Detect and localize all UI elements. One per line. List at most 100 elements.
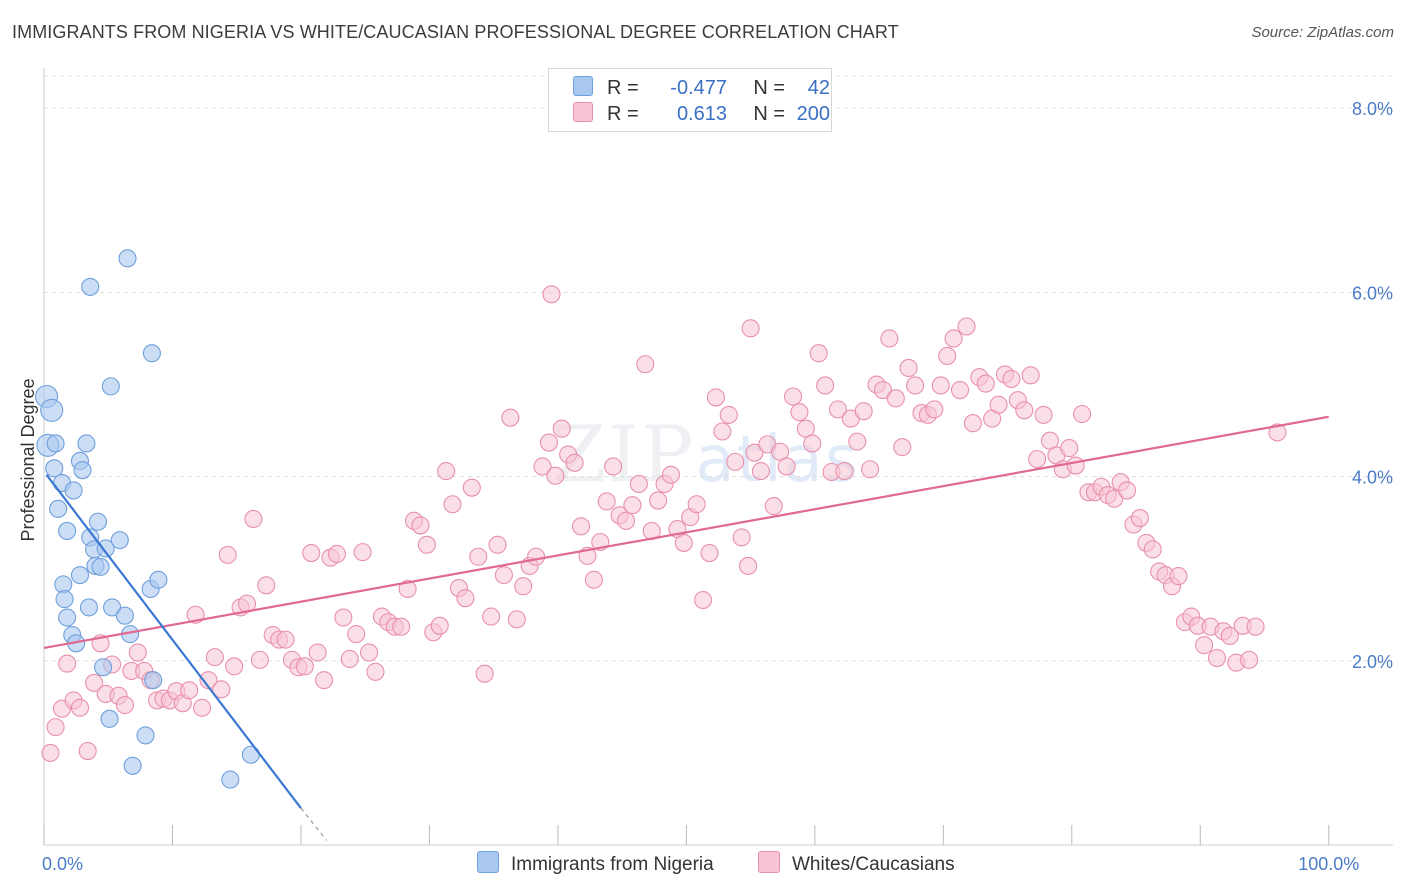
data-point-whites — [694, 590, 713, 610]
data-point-whites — [302, 544, 321, 563]
data-point-whites — [462, 478, 481, 497]
legend-r-value: 0.613 — [676, 103, 727, 125]
data-point-whites — [276, 630, 295, 649]
data-point-whites — [334, 608, 353, 627]
y-axis-label: Professional Degree — [18, 378, 38, 541]
data-point-whites — [571, 517, 591, 536]
legend-swatch-nigeria — [573, 76, 593, 96]
data-point-whites — [1105, 489, 1124, 508]
data-point-whites — [629, 474, 648, 494]
data-point-whites — [1240, 650, 1259, 669]
data-point-whites — [783, 387, 803, 406]
data-point-whites — [1034, 405, 1053, 424]
data-point-whites — [257, 576, 276, 595]
legend-item-nigeria: Immigrants from Nigeria — [477, 851, 714, 877]
data-point-whites — [353, 543, 372, 562]
data-point-whites — [861, 460, 880, 479]
data-point-whites — [295, 657, 314, 676]
data-point-whites — [713, 422, 732, 441]
data-point-whites — [250, 650, 269, 669]
data-point-whites — [661, 465, 681, 484]
data-point-whites — [565, 453, 584, 472]
data-point-whites — [327, 544, 346, 564]
data-point-whites — [1015, 401, 1034, 420]
data-point-nigeria — [118, 249, 137, 268]
data-point-nigeria — [94, 658, 113, 677]
data-point-whites — [1002, 369, 1021, 389]
legend-n-label: N = — [753, 77, 785, 99]
data-point-whites — [854, 402, 873, 421]
data-point-whites — [527, 547, 546, 566]
data-point-nigeria — [58, 608, 77, 627]
grid-lines — [44, 75, 1393, 662]
data-point-whites — [218, 545, 237, 564]
data-point-whites — [584, 570, 603, 589]
data-point-nigeria — [100, 709, 119, 728]
data-point-whites — [482, 607, 501, 626]
data-point-whites — [1169, 567, 1188, 586]
legend-row-nigeria: R = -0.477 N = 42 — [573, 76, 830, 102]
data-point-whites — [1130, 509, 1149, 528]
data-point-nigeria — [79, 598, 99, 617]
data-point-nigeria — [58, 521, 77, 541]
data-point-whites — [366, 662, 385, 681]
y-tick-label: 2.0% — [1352, 652, 1393, 672]
data-point-whites — [417, 535, 436, 554]
data-point-whites — [886, 389, 905, 408]
data-point-nigeria — [221, 770, 240, 789]
data-point-whites — [938, 346, 957, 366]
data-point-whites — [192, 698, 212, 717]
y-tick-label: 6.0% — [1352, 283, 1393, 303]
source-label: Source: ZipAtlas.com — [1251, 24, 1394, 41]
data-point-whites — [78, 742, 97, 761]
data-point-whites — [244, 509, 263, 529]
data-point-nigeria — [55, 590, 74, 609]
data-point-whites — [539, 433, 558, 452]
data-point-nigeria — [40, 398, 64, 422]
data-point-whites — [674, 533, 693, 552]
data-point-whites — [976, 374, 995, 393]
data-point-whites — [1207, 648, 1227, 668]
data-point-whites — [315, 671, 334, 690]
data-point-whites — [764, 497, 783, 516]
data-point-whites — [392, 617, 411, 636]
data-point-whites — [893, 438, 912, 457]
data-point-whites — [873, 380, 892, 400]
data-point-nigeria — [101, 377, 120, 396]
trend-line-nigeria — [45, 474, 302, 809]
data-point-whites — [552, 419, 571, 438]
y-tick-label: 8.0% — [1352, 99, 1393, 119]
data-point-whites — [542, 285, 561, 304]
data-point-whites — [816, 376, 835, 395]
data-point-whites — [1268, 423, 1287, 442]
data-point-whites — [430, 616, 449, 635]
data-point-whites — [604, 457, 623, 476]
data-point-nigeria — [81, 277, 100, 296]
data-point-nigeria — [73, 461, 92, 480]
data-point-nigeria — [142, 344, 161, 363]
data-point-nigeria — [70, 566, 90, 585]
data-point-whites — [616, 511, 636, 530]
data-point-nigeria — [64, 481, 83, 500]
data-point-whites — [340, 649, 359, 669]
data-point-whites — [546, 466, 565, 485]
legend-item-whites: Whites/Caucasians — [758, 851, 955, 877]
data-point-whites — [115, 695, 134, 715]
data-point-whites — [706, 388, 725, 407]
whites-caucasians-points — [41, 285, 1287, 762]
legend-swatch-nigeria — [477, 851, 499, 873]
data-point-whites — [880, 329, 899, 348]
data-point-whites — [212, 680, 231, 699]
data-point-whites — [745, 443, 764, 462]
data-point-whites — [719, 405, 738, 424]
data-point-whites — [1066, 456, 1085, 475]
data-point-whites — [944, 329, 963, 348]
data-point-whites — [828, 400, 848, 419]
legend-label-nigeria: Immigrants from Nigeria — [511, 854, 714, 875]
legend-row-whites: R = 0.613 N = 200 — [573, 102, 830, 128]
data-point-whites — [205, 648, 224, 667]
axis-labels: 2.0% 4.0% 6.0% 8.0% 0.0% 100.0% Professional D… — [18, 99, 1393, 874]
data-point-whites — [1118, 481, 1137, 500]
data-point-whites — [777, 457, 796, 476]
